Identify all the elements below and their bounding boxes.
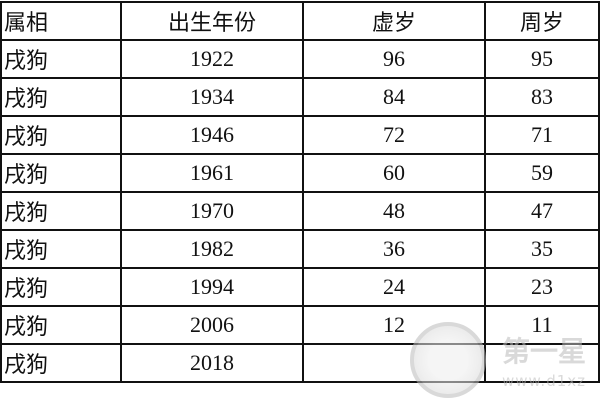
actual-age-cell: 95 [484,39,600,79]
nominal-age-cell: 84 [302,77,486,117]
nominal-age-cell: 48 [302,191,486,231]
nominal-age-cell: 72 [302,115,486,155]
table-row: 戌狗 1946 72 71 [0,115,600,155]
table-row: 戌狗 1982 36 35 [0,229,600,269]
birth-year-cell: 1922 [120,39,304,79]
nominal-age-cell: 96 [302,39,486,79]
birth-year-cell: 1982 [120,229,304,269]
birth-year-cell: 2018 [120,343,304,383]
header-actual-age: 周岁 [484,1,600,41]
actual-age-cell: 71 [484,115,600,155]
zodiac-cell: 戌狗 [0,305,122,345]
zodiac-cell: 戌狗 [0,77,122,117]
table-row: 戌狗 2018 [0,343,600,383]
zodiac-cell: 戌狗 [0,267,122,307]
birth-year-cell: 1961 [120,153,304,193]
actual-age-cell: 35 [484,229,600,269]
actual-age-cell [484,343,600,383]
header-zodiac: 属相 [0,1,122,41]
nominal-age-cell: 24 [302,267,486,307]
birth-year-cell: 2006 [120,305,304,345]
nominal-age-cell: 60 [302,153,486,193]
zodiac-cell: 戌狗 [0,343,122,383]
actual-age-cell: 23 [484,267,600,307]
table-row: 戌狗 1994 24 23 [0,267,600,307]
nominal-age-cell: 36 [302,229,486,269]
table-row: 戌狗 1961 60 59 [0,153,600,193]
zodiac-cell: 戌狗 [0,153,122,193]
actual-age-cell: 47 [484,191,600,231]
nominal-age-cell [302,343,486,383]
table-row: 戌狗 2006 12 11 [0,305,600,345]
zodiac-cell: 戌狗 [0,191,122,231]
zodiac-cell: 戌狗 [0,39,122,79]
header-birth-year: 出生年份 [120,1,304,41]
age-table: 属相 出生年份 虚岁 周岁 戌狗 1922 96 95 戌狗 1934 84 83 戌狗 1946… [0,1,600,383]
birth-year-cell: 1970 [120,191,304,231]
header-nominal-age: 虚岁 [302,1,486,41]
actual-age-cell: 83 [484,77,600,117]
header-row: 属相 出生年份 虚岁 周岁 [0,1,600,41]
zodiac-cell: 戌狗 [0,229,122,269]
actual-age-cell: 59 [484,153,600,193]
nominal-age-cell: 12 [302,305,486,345]
actual-age-cell: 11 [484,305,600,345]
table-row: 戌狗 1970 48 47 [0,191,600,231]
birth-year-cell: 1934 [120,77,304,117]
table-row: 戌狗 1934 84 83 [0,77,600,117]
table-row: 戌狗 1922 96 95 [0,39,600,79]
birth-year-cell: 1946 [120,115,304,155]
birth-year-cell: 1994 [120,267,304,307]
zodiac-cell: 戌狗 [0,115,122,155]
